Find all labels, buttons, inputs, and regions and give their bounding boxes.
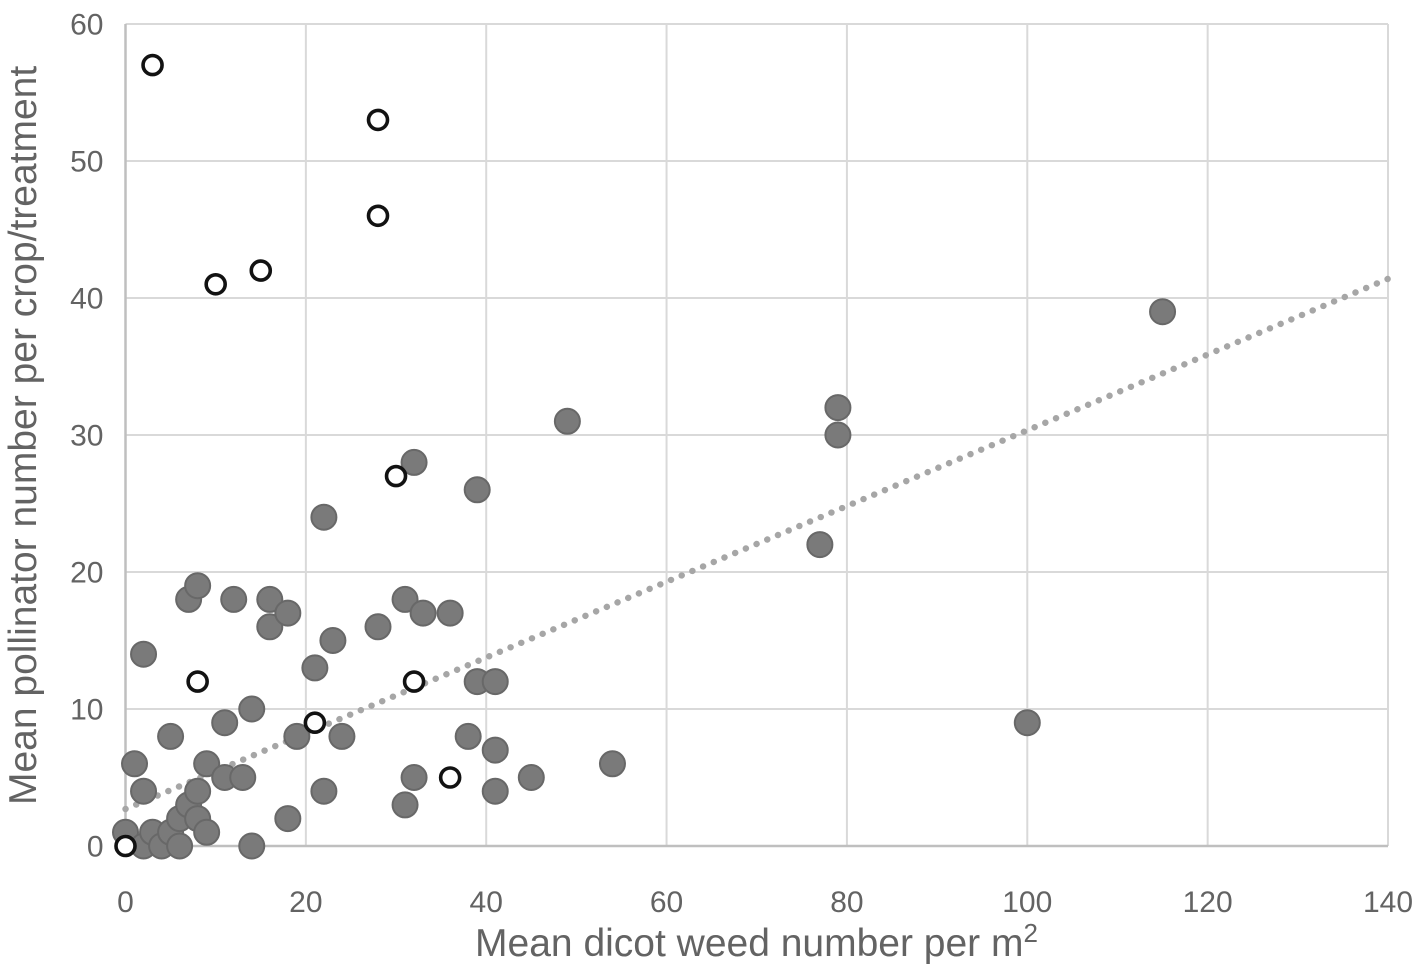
- data-point-filled: [283, 722, 311, 750]
- data-point-filled: [481, 736, 509, 764]
- x-tick-label: 80: [830, 886, 863, 919]
- axis-lines: [124, 24, 1388, 848]
- data-point-open: [366, 204, 390, 228]
- data-point-filled: [391, 585, 419, 613]
- trendline: [122, 275, 1392, 813]
- data-point-filled: [193, 750, 221, 778]
- data-point-filled: [391, 791, 419, 819]
- data-point-filled: [238, 695, 266, 723]
- data-point-filled: [824, 421, 852, 449]
- y-tick-label: 60: [70, 9, 103, 42]
- y-tick-label: 20: [70, 557, 103, 590]
- data-point-filled: [1149, 298, 1177, 326]
- y-tick-label: 0: [87, 831, 104, 864]
- data-point-filled: [436, 599, 464, 627]
- x-tick-label: 0: [117, 886, 134, 919]
- y-tick-label: 50: [70, 146, 103, 179]
- data-point-filled: [517, 764, 545, 791]
- data-point-filled: [193, 818, 221, 846]
- data-point-filled: [481, 668, 509, 696]
- data-point-open: [141, 53, 164, 77]
- data-point-filled: [598, 750, 626, 778]
- data-point-open: [204, 272, 227, 296]
- y-axis-title: Mean pollinator number per crop/treatmen…: [2, 24, 52, 846]
- x-tick-label: 140: [1363, 886, 1413, 919]
- data-point-filled: [211, 709, 239, 737]
- x-axis-title: Mean dicot weed number per m2: [125, 918, 1388, 966]
- y-tick-label: 10: [70, 694, 103, 727]
- x-tick-label: 100: [1002, 886, 1052, 919]
- data-point-filled: [157, 722, 185, 750]
- data-point-open: [366, 108, 390, 132]
- data-point-filled: [806, 531, 834, 559]
- data-point-filled: [400, 764, 428, 791]
- data-point-filled: [274, 805, 302, 833]
- x-axis-title-text: Mean dicot weed number per m: [475, 922, 1024, 965]
- tick-labels: 0 10 20 30 40 50 60 0 20 40 60 80 100 120 140: [70, 9, 1413, 920]
- open-series: [114, 53, 462, 858]
- data-point-filled: [364, 613, 392, 641]
- x-tick-label: 120: [1183, 886, 1233, 919]
- y-tick-label: 40: [70, 283, 103, 316]
- data-point-filled: [184, 572, 212, 600]
- data-point-filled: [256, 613, 284, 641]
- y-tick-label: 30: [70, 420, 103, 453]
- data-point-filled: [229, 764, 257, 791]
- data-point-filled: [1013, 709, 1041, 737]
- filled-series: [112, 298, 1177, 860]
- x-tick-label: 60: [650, 886, 683, 919]
- data-point-filled: [220, 585, 248, 613]
- data-point-open: [249, 259, 273, 282]
- data-point-open: [402, 670, 426, 693]
- data-point-filled: [409, 599, 437, 627]
- data-point-open: [384, 464, 408, 488]
- data-point-filled: [130, 777, 158, 805]
- data-point-filled: [310, 503, 338, 531]
- data-point-filled: [238, 832, 266, 860]
- data-point-filled: [301, 654, 329, 682]
- data-point-filled: [184, 777, 212, 805]
- data-point-open: [438, 766, 462, 789]
- gridlines: [125, 23, 1389, 846]
- data-point-filled: [400, 448, 428, 476]
- y-axis-title-text: Mean pollinator number per crop/treatmen…: [2, 65, 45, 805]
- x-tick-label: 20: [289, 886, 322, 919]
- dotted-trendline: [122, 275, 1392, 813]
- x-tick-label: 40: [470, 886, 503, 919]
- data-point-filled: [121, 750, 149, 778]
- data-point-filled: [310, 777, 338, 805]
- data-point-filled: [463, 476, 491, 504]
- data-point-filled: [166, 832, 194, 860]
- data-point-open: [114, 834, 137, 858]
- data-point-open: [303, 711, 327, 735]
- data-point-filled: [553, 407, 581, 435]
- data-point-open: [186, 670, 209, 693]
- data-point-filled: [130, 640, 158, 668]
- data-point-filled: [454, 722, 482, 750]
- data-point-filled: [274, 599, 302, 627]
- x-axis-title-superscript: 2: [1023, 918, 1038, 948]
- data-point-filled: [256, 585, 284, 613]
- data-point-filled: [481, 777, 509, 805]
- data-point-filled: [319, 627, 347, 654]
- data-point-filled: [824, 394, 852, 422]
- data-point-filled: [328, 722, 356, 750]
